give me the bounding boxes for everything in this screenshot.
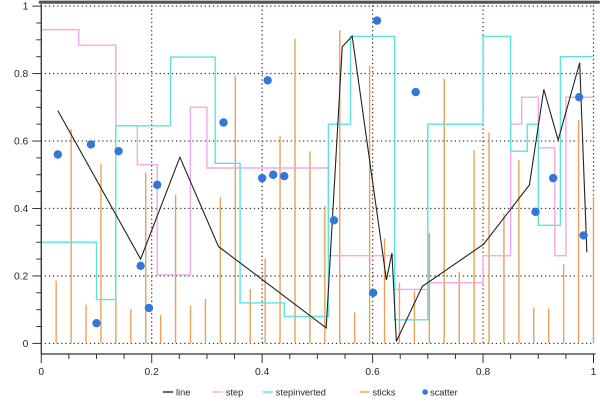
svg-text:0.4: 0.4 bbox=[255, 367, 270, 378]
svg-text:1: 1 bbox=[23, 2, 29, 13]
svg-text:0: 0 bbox=[38, 367, 44, 378]
svg-text:1: 1 bbox=[591, 367, 597, 378]
svg-text:line: line bbox=[176, 387, 190, 397]
svg-text:scatter: scatter bbox=[430, 387, 458, 397]
svg-text:0.4: 0.4 bbox=[14, 204, 29, 215]
svg-text:0.2: 0.2 bbox=[14, 271, 29, 282]
svg-text:0: 0 bbox=[23, 339, 29, 350]
svg-text:0.8: 0.8 bbox=[14, 69, 29, 80]
svg-text:0.2: 0.2 bbox=[145, 367, 160, 378]
svg-text:stepinverted: stepinverted bbox=[276, 387, 326, 397]
svg-text:sticks: sticks bbox=[373, 387, 396, 397]
svg-text:0.6: 0.6 bbox=[14, 137, 29, 148]
svg-text:0.8: 0.8 bbox=[476, 367, 491, 378]
svg-text:step: step bbox=[226, 387, 243, 397]
svg-text:0.6: 0.6 bbox=[365, 367, 380, 378]
